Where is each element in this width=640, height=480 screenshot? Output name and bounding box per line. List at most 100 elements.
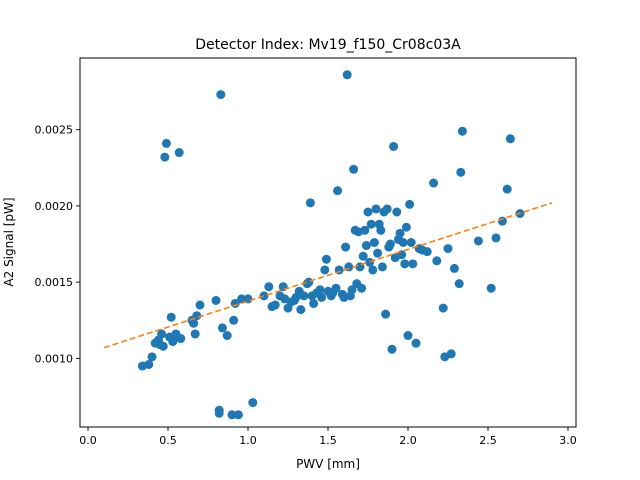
scatter-point [233,410,243,420]
scatter-point [446,349,456,359]
x-axis-ticks: 0.0 0.5 1.0 1.5 2.0 2.5 3.0 [79,427,577,447]
scatter-point [161,138,171,148]
scatter-point [229,315,239,325]
scatter-point [357,283,367,293]
scatter-point [211,295,221,305]
scatter-point [398,238,408,247]
scatter-point [227,410,237,420]
scatter-point [304,277,314,287]
scatter-point [408,259,418,269]
scatter-point [309,298,319,308]
scatter-point [363,207,373,217]
scatter-point [432,256,442,266]
scatter-point [505,134,515,144]
scatter-point [497,216,507,226]
scatter-point [502,184,512,194]
scatter-point [366,219,376,229]
scatter-point [389,141,399,151]
scatter-point [360,225,370,235]
y-tick-label: 0.0015 [35,276,74,289]
scatter-point [368,265,378,275]
y-axis-ticks: 0.0010 0.0015 0.0020 0.0025 [35,124,80,365]
x-tick-label: 0.5 [159,434,177,447]
y-tick-label: 0.0020 [35,200,74,213]
scatter-point [174,148,184,158]
scatter-point [214,405,224,415]
scatter-point [411,338,421,348]
scatter-point [158,341,168,351]
scatter-point [320,265,330,275]
fit-line [103,202,553,349]
scatter-point [176,334,186,344]
scatter-point [333,186,343,196]
scatter-point [270,300,280,310]
scatter-point [315,285,325,295]
scatter-point [296,305,306,315]
scatter-point [429,178,439,188]
scatter-point [382,204,392,214]
scatter-point [341,242,351,252]
scatter-point [422,247,432,257]
y-tick-label: 0.0010 [35,352,74,365]
scatter-point [278,282,288,292]
scatter-point [189,318,199,328]
x-tick-label: 1.5 [319,434,337,447]
x-tick-label: 2.0 [399,434,417,447]
scatter-point [365,257,375,267]
scatter-point [401,222,411,232]
scatter-point [395,228,405,238]
scatter-point [144,359,154,369]
y-axis-label: A2 Signal [pW] [2,197,16,286]
x-tick-label: 1.0 [239,434,257,447]
scatter-point [369,238,379,247]
scatter-point [405,199,415,209]
scatter-point [400,259,410,269]
scatter-point [454,279,464,289]
scatter-point [373,248,383,258]
scatter-point [166,312,176,322]
scatter-point [456,167,466,177]
scatter-point [299,291,309,301]
scatter-point [317,292,327,302]
scatter-point [387,344,397,354]
scatter-point [403,331,413,341]
x-tick-label: 2.5 [479,434,497,447]
scatter-point [237,294,247,304]
scatter-point [438,303,448,313]
scatter-point [397,250,407,260]
scatter-point [259,291,269,301]
plot-layer [103,70,553,420]
scatter-point [160,152,170,162]
scatter-point [349,164,359,174]
scatter-point [331,283,341,293]
scatter-point [347,285,357,295]
scatter-point [406,238,416,247]
x-axis-label: PWV [mm] [296,457,360,471]
chart-title: Detector Index: Mv19_f150_Cr08c03A [195,37,461,53]
x-tick-label: 0.0 [79,434,97,447]
scatter-point [264,282,274,292]
scatter-point [358,251,368,261]
scatter-point [216,90,226,100]
scatter-point [392,207,402,217]
scatter-point [376,225,386,235]
scatter-point [361,241,371,251]
scatter-point [457,126,467,136]
scatter-point [248,398,258,408]
scatter-point [217,323,227,333]
scatter-point [305,198,315,208]
scatter-point [342,70,352,80]
scatter-point [195,300,205,310]
x-tick-label: 3.0 [559,434,577,447]
scatter-point [222,331,232,341]
scatter-point [486,283,496,293]
scatter-point [190,329,200,339]
scatter-point [449,263,459,273]
scatter-point [385,239,395,249]
scatter-point [371,204,381,214]
scatter-point [381,309,391,319]
scatter-point [321,254,331,264]
